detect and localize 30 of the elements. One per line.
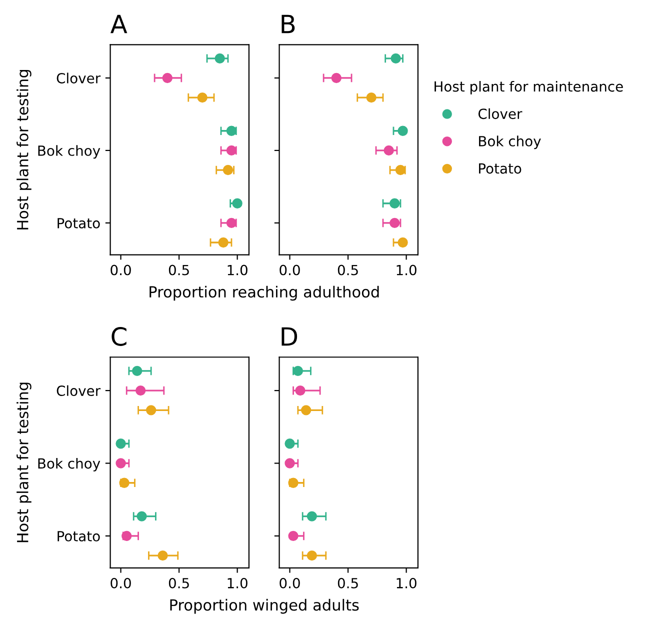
- x-tick-label: 1.0: [228, 264, 248, 276]
- x-tick-label: 0.0: [110, 578, 131, 588]
- x-tick-label: 0.5: [338, 578, 358, 588]
- y-axis-title: Host plant for testing: [16, 70, 32, 230]
- chart-title: D: [282, 327, 298, 346]
- x-tick-label: 1.0: [228, 578, 248, 588]
- chart-title: B: [282, 14, 295, 34]
- y-tick-label: Potato: [58, 531, 100, 542]
- legend-label: Clover: [478, 108, 522, 120]
- x-axis-title: Proportion winged adults: [170, 598, 359, 614]
- y-tick-label: Bok choy: [38, 458, 100, 472]
- x-tick-label: 0.5: [338, 264, 358, 276]
- x-tick-label: 0.0: [110, 264, 131, 276]
- chart-title: C: [112, 327, 126, 346]
- chart-title: A: [110, 14, 128, 34]
- x-tick-label: 0.0: [280, 578, 300, 588]
- x-tick-label: 1.0: [396, 578, 416, 588]
- legend-title: Host plant for maintenance: [434, 80, 623, 94]
- y-axis-title: Host plant for testing: [16, 382, 32, 542]
- y-tick-label: Bok choy: [38, 145, 100, 159]
- x-tick-label: 0.5: [168, 578, 189, 588]
- x-axis-title: Proportion reaching adulthood: [150, 286, 379, 301]
- legend-label: Potato: [479, 163, 522, 174]
- x-tick-label: 0.0: [280, 264, 300, 276]
- x-tick-label: 1.0: [396, 264, 416, 276]
- y-tick-label: Clover: [56, 72, 101, 84]
- x-tick-label: 0.5: [168, 264, 189, 276]
- y-tick-label: Clover: [56, 385, 101, 396]
- y-tick-label: Potato: [58, 218, 100, 228]
- legend-label: Bok choy: [479, 136, 541, 150]
